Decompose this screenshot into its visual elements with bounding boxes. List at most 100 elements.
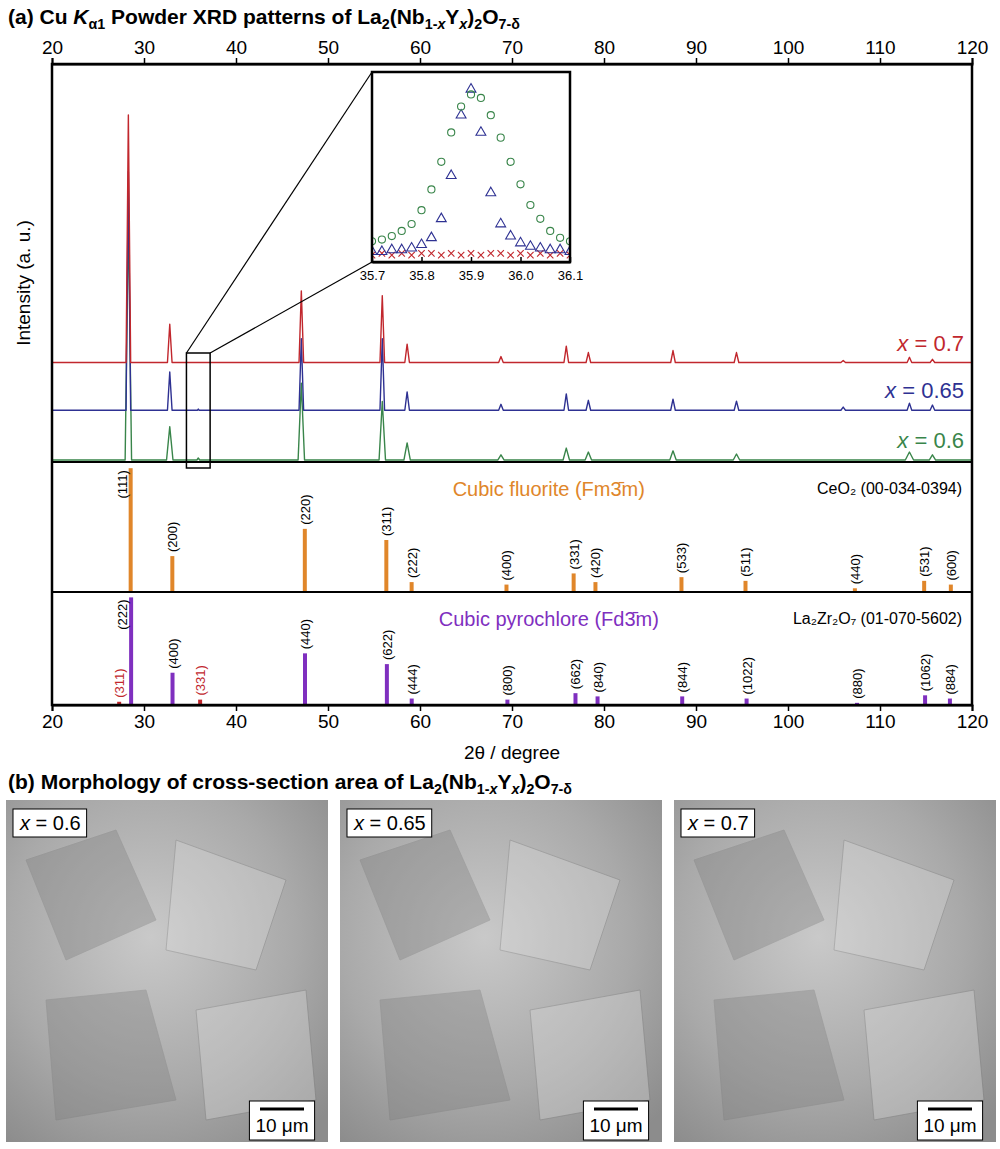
tick: 90 — [686, 705, 707, 732]
inset-point — [506, 230, 516, 239]
inset-point — [525, 241, 535, 250]
tick-label: 70 — [502, 711, 523, 732]
tick-label: 30 — [134, 711, 155, 732]
text-part: 1- — [477, 781, 490, 797]
sem-label: x = 0.65 — [353, 812, 426, 834]
text-part: Y — [445, 5, 459, 28]
tick-label: 110 — [865, 37, 895, 58]
tick-label: 60 — [410, 711, 431, 732]
x-axis-title: 2θ / degree — [464, 742, 560, 763]
inset-point — [448, 250, 454, 256]
inset-point — [488, 250, 494, 256]
tick-label: 80 — [594, 711, 615, 732]
tick: 40 — [226, 705, 247, 732]
inset-point — [557, 234, 564, 241]
inset-point — [408, 220, 415, 227]
hkl-label: (440) — [298, 619, 313, 649]
sem-label-box — [347, 809, 432, 837]
hkl-label: (222) — [405, 548, 420, 578]
tick-label: 35.8 — [409, 268, 434, 283]
inset-point — [417, 239, 427, 248]
inset-point — [557, 250, 563, 256]
sem-label: x = 0.6 — [19, 812, 81, 834]
inset-point — [448, 129, 455, 136]
reference-stick — [303, 529, 307, 592]
inset-point — [517, 250, 523, 256]
hkl-label: (331) — [193, 665, 208, 695]
hkl-label: (444) — [405, 664, 420, 694]
hkl-label: (111) — [115, 470, 130, 498]
reference-stick — [923, 695, 927, 705]
hkl-label: (622) — [380, 630, 395, 660]
reference-stick — [679, 577, 683, 592]
reference-stick — [573, 693, 577, 705]
inset-point — [418, 250, 424, 256]
tick-label: 110 — [865, 711, 895, 732]
inset-point — [545, 244, 555, 253]
series-label: x = 0.6 — [896, 428, 964, 453]
inset-point — [516, 237, 526, 246]
text-part: ) — [519, 770, 526, 793]
text-part: = 0.7 — [908, 331, 964, 356]
text-part: 2 — [434, 781, 442, 797]
tick-label: 36.1 — [558, 268, 583, 283]
panel-divider — [52, 591, 972, 593]
tick: 70 — [502, 705, 523, 732]
text-part: 7-δ — [551, 781, 573, 797]
reference-stick — [410, 582, 414, 592]
hkl-label: (511) — [738, 547, 753, 576]
tick: 120 — [957, 37, 989, 64]
inset-point — [407, 242, 417, 251]
inset-point — [487, 112, 494, 119]
text-part: = 0.65 — [896, 378, 964, 403]
scale-bar-box — [249, 1101, 314, 1140]
inset-point — [397, 244, 407, 253]
inset-background — [372, 72, 570, 262]
hkl-label: (400) — [166, 638, 181, 668]
hkl-label: (311) — [379, 507, 394, 536]
sem-texture — [834, 840, 954, 970]
tick: 90 — [686, 37, 707, 64]
inset-point — [497, 134, 504, 141]
sem-texture — [714, 990, 844, 1120]
hkl-label: (440) — [848, 554, 863, 584]
tick-label: 50 — [318, 711, 339, 732]
reference-stick — [596, 696, 600, 705]
inset-point — [387, 244, 397, 253]
series-label: x = 0.7 — [896, 331, 964, 356]
reference-stick — [171, 673, 175, 705]
tick-label: 120 — [957, 37, 989, 58]
inset-point — [478, 252, 484, 258]
inset-point — [388, 233, 395, 240]
tick-label: 90 — [686, 711, 707, 732]
hkl-label: (880) — [850, 668, 865, 698]
tick-label: 70 — [502, 37, 523, 58]
inset-point — [377, 246, 387, 255]
scale-bar-label: 10 μm — [255, 1115, 308, 1136]
inset-point — [379, 250, 385, 256]
tick-label: 120 — [957, 711, 989, 732]
inset-frame — [372, 72, 570, 262]
sem-texture — [26, 830, 156, 960]
zoom-box — [186, 353, 210, 468]
inset-point — [408, 252, 414, 258]
sem-image — [6, 800, 328, 1142]
sem-label-box — [13, 809, 87, 837]
tick-label: 36.0 — [508, 268, 533, 283]
tick-label: 90 — [686, 37, 707, 58]
scale-bar — [594, 1108, 638, 1111]
plot-frame — [52, 64, 972, 705]
hkl-label: (533) — [674, 543, 689, 573]
reference-stick — [504, 585, 508, 592]
reference-stick — [922, 581, 926, 592]
tick-label: 20 — [42, 711, 63, 732]
x-axis-top: 2030405060708090100110120 — [42, 37, 988, 65]
tick: 20 — [42, 705, 63, 732]
sem-label: x = 0.7 — [687, 812, 749, 834]
text-part: 1- — [425, 16, 438, 32]
inset-point — [486, 187, 496, 196]
reference-stick — [385, 664, 389, 705]
hkl-label: (331) — [567, 539, 582, 569]
reference-stick — [949, 585, 953, 592]
inset-point — [498, 250, 504, 256]
